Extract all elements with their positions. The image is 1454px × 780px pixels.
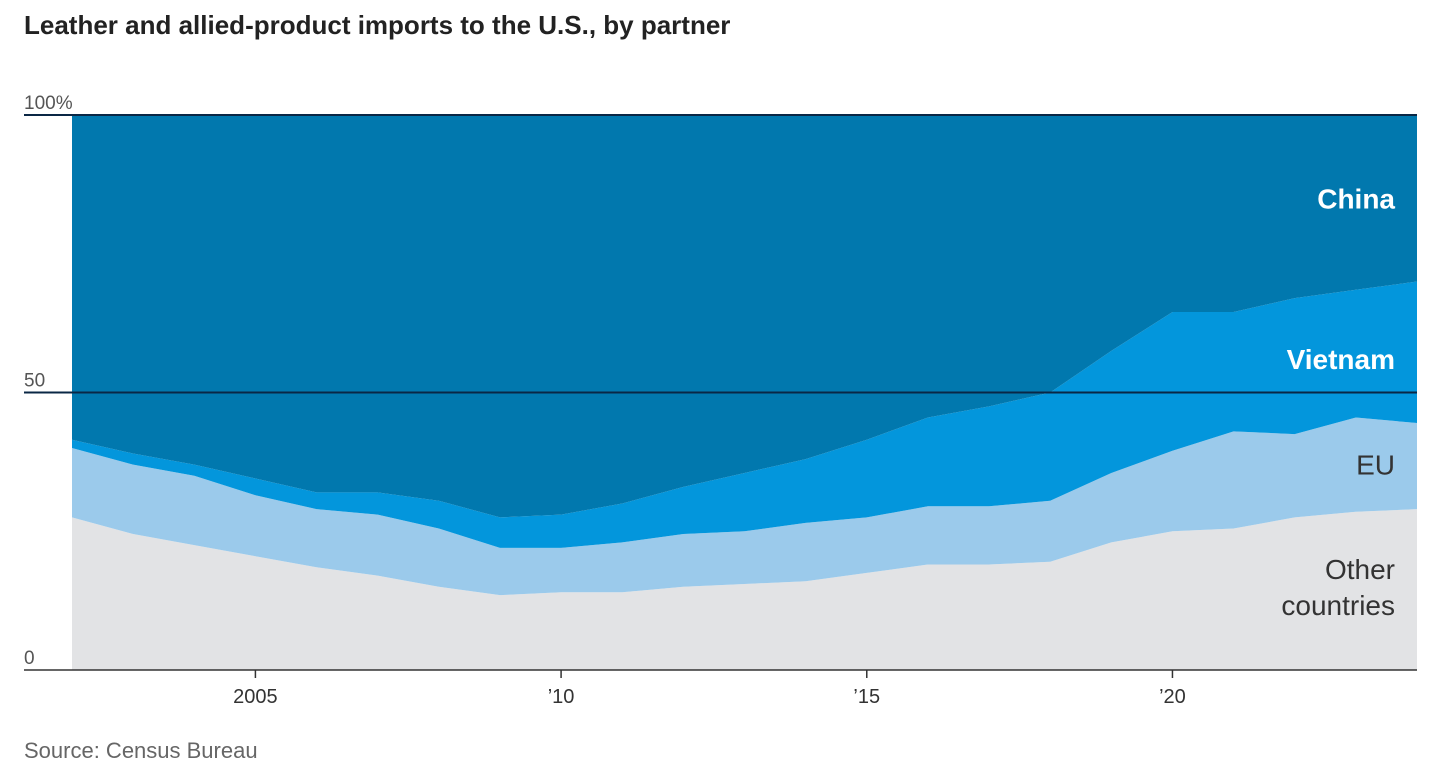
x-axis-ticks: 2005 ’10 ’15 ’20 [233,670,1186,708]
stacked-areas [72,115,1417,670]
x-tick-label-2010: ’10 [548,686,575,708]
area-vietnam [72,281,1417,548]
y-tick-label-100: 100% [24,93,73,114]
series-label-eu: EU [1356,450,1395,481]
x-tick-label-2015: ’15 [853,686,880,708]
series-label-other-countries-line-2: countries [1281,590,1395,621]
y-tick-label-0: 0 [24,648,35,669]
series-labels: China Vietnam EU Other countries [1281,183,1395,621]
x-tick-label-2005: 2005 [233,686,278,708]
y-tick-label-50: 50 [24,371,45,392]
area-china [72,115,1417,518]
y-axis-ticks: 0 50 100% [24,93,73,669]
x-tick-label-2020: ’20 [1159,686,1186,708]
series-label-vietnam: Vietnam [1287,344,1395,375]
area-other-countries [72,509,1417,670]
chart-title: Leather and allied-product imports to th… [24,10,731,40]
series-label-china: China [1317,183,1395,214]
series-label-other-countries-line-1: Other [1325,554,1395,585]
source-note: Source: Census Bureau [24,738,258,763]
area-eu [72,417,1417,596]
gridlines [24,114,1417,671]
